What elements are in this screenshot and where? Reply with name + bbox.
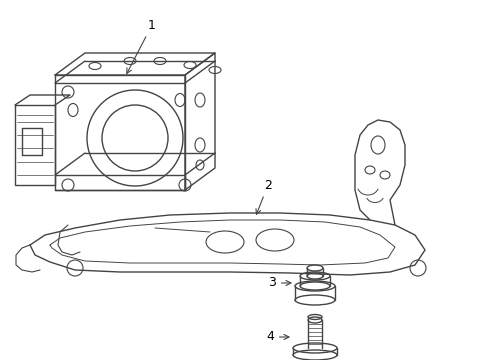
Text: 3: 3 bbox=[267, 276, 290, 289]
Text: 4: 4 bbox=[265, 330, 288, 343]
Text: 2: 2 bbox=[255, 179, 271, 214]
Text: 1: 1 bbox=[126, 18, 156, 73]
